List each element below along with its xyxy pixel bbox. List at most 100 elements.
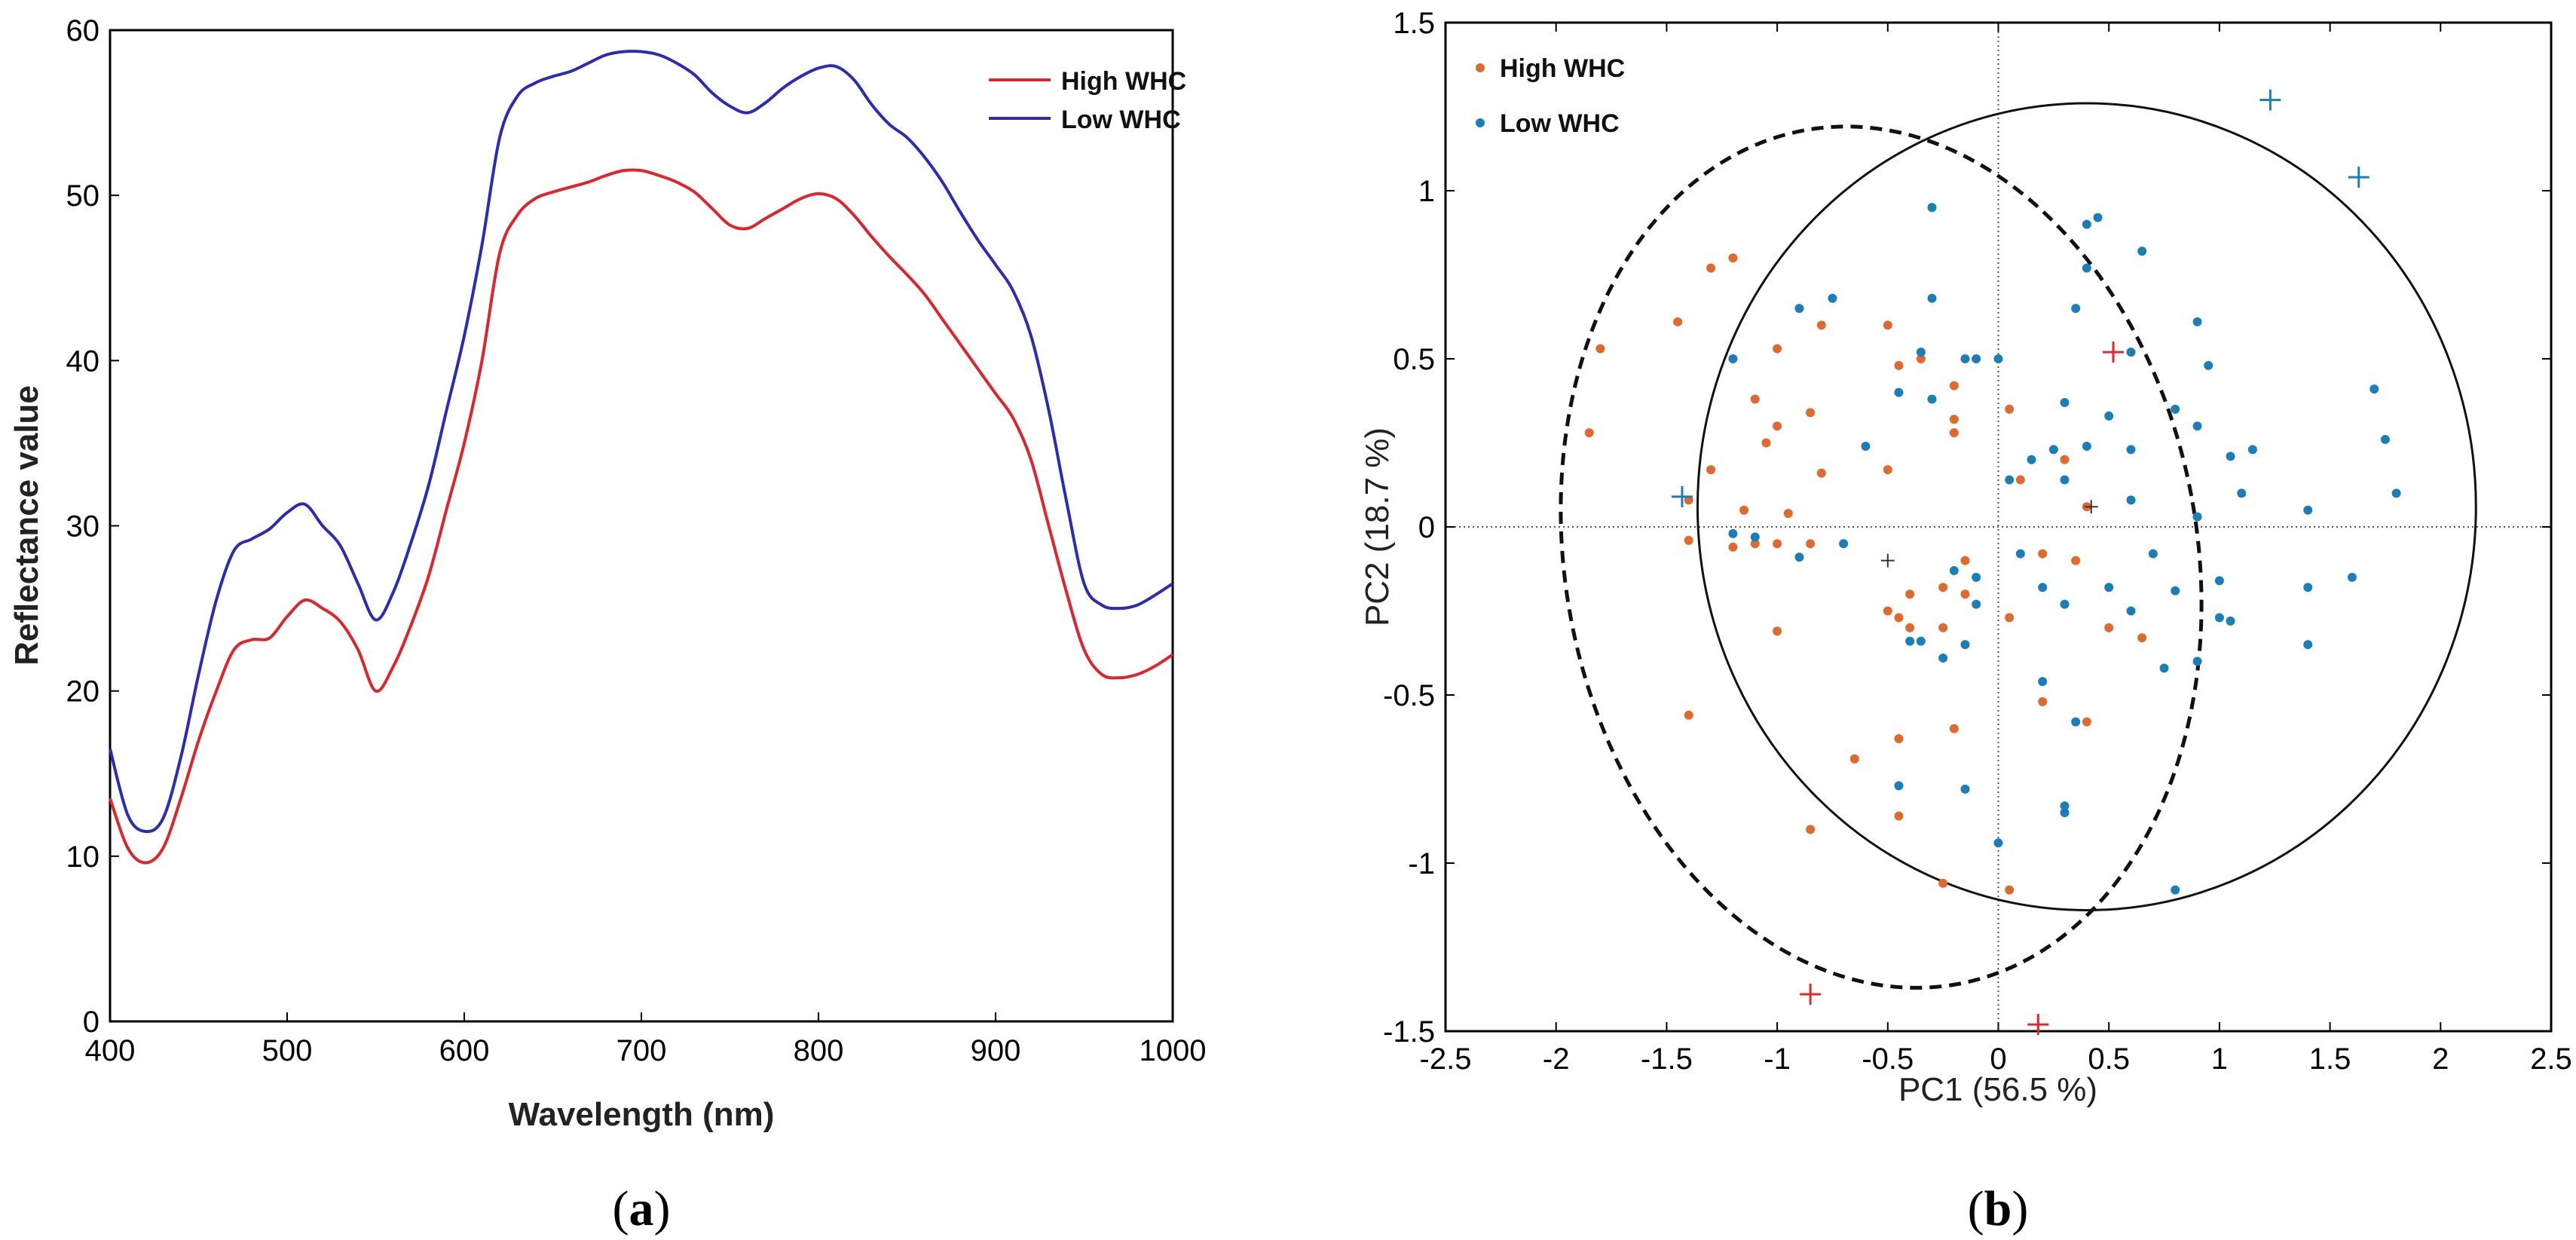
chart-b-point-low-whc: [2137, 246, 2147, 256]
chart-b-point-low-whc: [2048, 445, 2058, 455]
chart-b-point-low-whc: [1938, 653, 1948, 663]
chart-b-point-low-whc: [2247, 445, 2257, 455]
chart-b-point-high-whc: [1773, 626, 1782, 636]
chart-b-point-low-whc: [2082, 219, 2091, 229]
chart-b-point-high-whc: [1595, 344, 1605, 354]
chart-b-point-low-whc: [2204, 360, 2213, 370]
chart-b-point-high-whc: [1816, 320, 1826, 330]
chart-a-xtick-label: 900: [971, 1034, 1021, 1067]
chart-b-point-high-whc: [1584, 428, 1594, 438]
chart-a: 400 500 600 700 800 900 1000 0 10 20 30 40 50 60 Wave…: [8, 14, 1206, 1236]
chart-b-point-high-whc: [1684, 710, 1693, 720]
chart-b-point-low-whc: [2126, 445, 2136, 455]
chart-b-point-low-whc: [1839, 539, 1849, 549]
chart-b: -2.5 -2 -1.5 -1 -0.5 0 0.5 1 1.5 2 2.5 -1.5 -1 -0.5 0 0…: [1359, 7, 2572, 1236]
chart-b-point-low-whc: [2071, 304, 2081, 314]
chart-a-ytick-label: 10: [66, 840, 100, 874]
chart-b-legend: High WHC Low WHC: [1476, 54, 1625, 138]
chart-b-point-high-whc: [2005, 404, 2015, 414]
chart-b-xtick-label: -2: [1543, 1043, 1570, 1076]
chart-b-point-high-whc: [2104, 623, 2114, 632]
chart-b-point-low-whc: [1916, 348, 1926, 357]
chart-b-xtick-label: 0: [1990, 1043, 2006, 1076]
chart-a-xtick-label: 1000: [1140, 1034, 1207, 1067]
chart-b-point-high-whc: [1806, 825, 1816, 834]
chart-b-point-low-whc: [1949, 565, 1959, 575]
chart-a-ylabel: Reflectance value: [8, 385, 45, 666]
chart-a-xtick-label: 700: [616, 1034, 667, 1067]
chart-b-point-high-whc: [1894, 613, 1904, 623]
panel-b-letter: b: [1984, 1181, 2012, 1236]
chart-b-point-high-whc: [1894, 360, 1904, 370]
chart-b-point-low-whc: [1972, 354, 1981, 363]
chart-b-point-low-whc: [2159, 663, 2169, 673]
chart-b-point-low-whc: [2038, 677, 2048, 687]
chart-b-legend-marker-high: [1476, 63, 1485, 72]
chart-a-legend: High WHC Low WHC: [989, 67, 1186, 134]
chart-b-point-low-whc: [1927, 293, 1937, 303]
chart-a-ytick-label: 60: [66, 14, 100, 47]
chart-b-point-low-whc: [2060, 397, 2070, 407]
chart-b-point-low-whc: [1993, 838, 2003, 848]
chart-b-point-low-whc: [2369, 384, 2379, 394]
chart-b-point-low-whc: [2214, 576, 2224, 586]
chart-b-outlier-high-whc: [2103, 341, 2125, 363]
chart-b-point-low-whc: [2192, 512, 2202, 522]
chart-b-point-high-whc: [2060, 455, 2070, 464]
chart-b-point-low-whc: [1927, 203, 1937, 213]
chart-b-point-low-whc: [1972, 572, 1981, 582]
chart-a-ytick-label: 40: [66, 344, 100, 378]
chart-a-legend-label-high: High WHC: [1061, 67, 1186, 96]
chart-b-outlier-low-whc: [1671, 485, 1693, 507]
chart-b-point-low-whc: [2038, 583, 2048, 592]
chart-b-point-low-whc: [2226, 616, 2235, 626]
chart-b-xtick-label: 0.5: [2088, 1043, 2130, 1076]
chart-b-ytick-label: -1: [1408, 847, 1435, 880]
chart-b-point-low-whc: [1750, 532, 1760, 542]
chart-a-ytick-label: 20: [66, 675, 100, 709]
chart-b-point-high-whc: [2038, 697, 2048, 706]
chart-a-xlabel: Wavelength (nm): [509, 1096, 775, 1133]
chart-b-point-low-whc: [1861, 441, 1871, 451]
chart-b-point-low-whc: [2093, 213, 2103, 222]
chart-b-xlabel: PC1 (56.5 %): [1898, 1071, 2097, 1108]
chart-b-point-low-whc: [2071, 717, 2081, 727]
chart-b-point-low-whc: [2060, 599, 2070, 609]
chart-b-point-low-whc: [2303, 640, 2313, 650]
chart-b-point-high-whc: [1750, 394, 1760, 404]
chart-b-xtick-label: 2.5: [2530, 1043, 2572, 1076]
chart-b-point-high-whc: [1773, 421, 1782, 431]
chart-b-point-low-whc: [1916, 636, 1926, 646]
chart-a-xtick-label: 800: [794, 1034, 844, 1067]
chart-b-point-low-whc: [2171, 404, 2180, 414]
chart-b-point-low-whc: [2171, 885, 2180, 895]
chart-b-ylabel: PC2 (18.7 %): [1359, 427, 1396, 626]
chart-b-point-low-whc: [2192, 317, 2202, 326]
chart-b-point-high-whc: [1905, 589, 1915, 599]
chart-b-point-high-whc: [1949, 724, 1959, 733]
chart-a-series-high-whc-line: [109, 168, 1174, 865]
chart-b-point-low-whc: [2126, 606, 2136, 616]
chart-b-point-low-whc: [1927, 394, 1937, 404]
chart-b-point-low-whc: [1728, 528, 1738, 538]
chart-b-point-low-whc: [2192, 421, 2202, 431]
chart-b-point-low-whc: [2347, 572, 2357, 582]
chart-b-point-low-whc: [1905, 636, 1915, 646]
chart-b-point-low-whc: [2104, 583, 2114, 592]
chart-b-point-low-whc: [1960, 354, 1970, 363]
chart-b-xtick-label: -0.5: [1862, 1043, 1914, 1076]
chart-b-point-high-whc: [1773, 539, 1782, 549]
chart-b-point-high-whc: [1750, 539, 1760, 549]
chart-b-point-high-whc: [1938, 623, 1948, 632]
chart-b-point-high-whc: [1916, 354, 1926, 363]
chart-b-point-high-whc: [1949, 428, 1959, 438]
chart-b-point-high-whc: [1728, 253, 1738, 263]
chart-b-confidence-ellipse-high-whc: [1559, 124, 2204, 990]
chart-b-legend-label-high: High WHC: [1500, 54, 1625, 83]
chart-b-point-low-whc: [1728, 354, 1738, 363]
chart-b-point-low-whc: [1993, 354, 2003, 363]
chart-a-xtick-label: 500: [262, 1034, 313, 1067]
chart-a-xtick-label: 400: [85, 1034, 136, 1067]
chart-b-point-low-whc: [1894, 387, 1904, 397]
